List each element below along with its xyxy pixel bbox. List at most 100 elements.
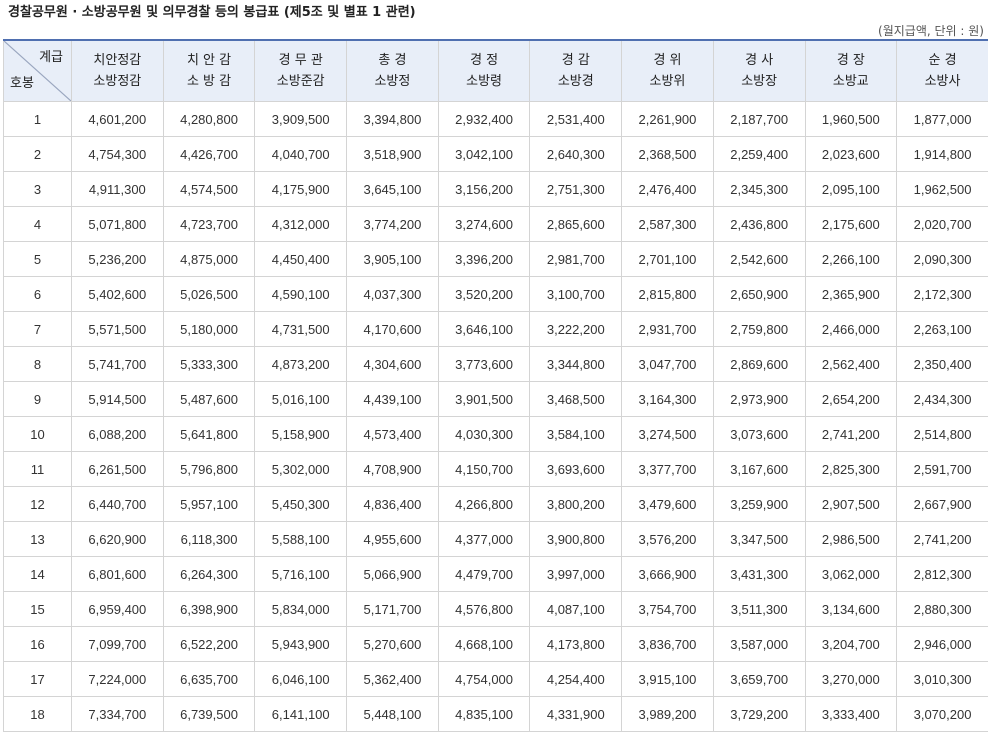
salary-cell: 2,436,800 xyxy=(712,206,806,242)
salary-cell: 4,175,900 xyxy=(254,171,348,207)
salary-cell: 5,171,700 xyxy=(346,591,439,627)
salary-cell: 3,100,700 xyxy=(529,276,623,312)
salary-cell: 3,836,700 xyxy=(621,626,714,662)
salary-cell: 7,334,700 xyxy=(71,696,164,732)
salary-cell: 3,909,500 xyxy=(254,101,348,137)
salary-cell: 5,741,700 xyxy=(71,346,164,382)
salary-cell: 2,020,700 xyxy=(896,206,988,242)
step-cell: 16 xyxy=(3,626,72,662)
salary-cell: 6,801,600 xyxy=(71,556,164,592)
salary-cell: 3,070,200 xyxy=(896,696,988,732)
salary-cell: 5,450,300 xyxy=(254,486,348,522)
salary-cell: 3,222,200 xyxy=(529,311,623,347)
salary-cell: 3,062,000 xyxy=(804,556,898,592)
salary-cell: 5,302,000 xyxy=(254,451,348,487)
salary-cell: 3,156,200 xyxy=(437,171,531,207)
salary-cell: 3,396,200 xyxy=(437,241,531,277)
salary-cell: 2,591,700 xyxy=(896,451,988,487)
step-cell: 11 xyxy=(3,451,72,487)
table-row: 1 4,601,200 4,280,800 3,909,500 3,394,800 2,9… xyxy=(3,101,988,137)
step-cell: 8 xyxy=(3,346,72,382)
salary-cell: 3,989,200 xyxy=(621,696,714,732)
salary-cell: 4,731,500 xyxy=(254,311,348,347)
salary-cell: 3,010,300 xyxy=(896,661,988,697)
salary-cell: 7,224,000 xyxy=(71,661,164,697)
salary-cell: 3,774,200 xyxy=(346,206,439,242)
salary-cell: 2,261,900 xyxy=(621,101,714,137)
fire-rank-label: 소 방 감 xyxy=(186,74,232,89)
table-row: 6 5,402,600 5,026,500 4,590,100 4,037,300 3,5… xyxy=(3,276,988,312)
fire-rank-label: 소방준감 xyxy=(276,74,325,89)
table-row: 2 4,754,300 4,426,700 4,040,700 3,518,900 3,0… xyxy=(3,136,988,172)
salary-cell: 5,270,600 xyxy=(346,626,439,662)
salary-cell: 4,873,200 xyxy=(254,346,348,382)
salary-cell: 2,514,800 xyxy=(896,416,988,452)
salary-cell: 2,368,500 xyxy=(621,136,714,172)
salary-cell: 3,666,900 xyxy=(621,556,714,592)
salary-cell: 5,914,500 xyxy=(71,381,164,417)
table-row: 7 5,571,500 5,180,000 4,731,500 4,170,600 3,6… xyxy=(3,311,988,347)
salary-cell: 6,959,400 xyxy=(71,591,164,627)
salary-cell: 5,588,100 xyxy=(254,521,348,557)
salary-cell: 2,259,400 xyxy=(712,136,806,172)
salary-cell: 5,957,100 xyxy=(162,486,256,522)
salary-cell: 6,739,500 xyxy=(162,696,256,732)
salary-cell: 3,901,500 xyxy=(437,381,531,417)
fire-rank-label: 소방장 xyxy=(741,74,778,89)
fire-rank-label: 소방경 xyxy=(557,74,594,89)
salary-cell: 5,834,000 xyxy=(254,591,348,627)
salary-cell: 4,574,500 xyxy=(162,171,256,207)
salary-cell: 5,180,000 xyxy=(162,311,256,347)
salary-cell: 2,587,300 xyxy=(621,206,714,242)
table-row: 15 6,959,400 6,398,900 5,834,000 5,171,700 4,… xyxy=(3,591,988,627)
salary-cell: 4,377,000 xyxy=(437,521,531,557)
salary-cell: 5,066,900 xyxy=(346,556,439,592)
salary-cell: 3,693,600 xyxy=(529,451,623,487)
table-row: 12 6,440,700 5,957,100 5,450,300 4,836,400 4,… xyxy=(3,486,988,522)
step-cell: 18 xyxy=(3,696,72,732)
table-row: 3 4,911,300 4,574,500 4,175,900 3,645,100 3,1… xyxy=(3,171,988,207)
salary-cell: 2,172,300 xyxy=(896,276,988,312)
salary-cell: 3,274,600 xyxy=(437,206,531,242)
salary-cell: 2,880,300 xyxy=(896,591,988,627)
corner-step-label: 호봉 xyxy=(10,76,34,91)
table-row: 14 6,801,600 6,264,300 5,716,100 5,066,900 4,… xyxy=(3,556,988,592)
salary-cell: 3,042,100 xyxy=(437,136,531,172)
police-rank-label: 순 경 xyxy=(928,53,957,68)
salary-cell: 2,667,900 xyxy=(896,486,988,522)
salary-cell: 3,754,700 xyxy=(621,591,714,627)
police-rank-label: 경 감 xyxy=(561,53,590,68)
step-cell: 14 xyxy=(3,556,72,592)
salary-cell: 7,099,700 xyxy=(71,626,164,662)
step-cell: 10 xyxy=(3,416,72,452)
salary-cell: 3,511,300 xyxy=(712,591,806,627)
salary-cell: 2,175,600 xyxy=(804,206,898,242)
step-cell: 7 xyxy=(3,311,72,347)
police-rank-label: 치 안 감 xyxy=(186,53,232,68)
salary-cell: 4,955,600 xyxy=(346,521,439,557)
salary-cell: 4,037,300 xyxy=(346,276,439,312)
grade-header-cell: 경 장 소방교 xyxy=(804,39,898,102)
salary-cell: 3,394,800 xyxy=(346,101,439,137)
salary-cell: 2,741,200 xyxy=(804,416,898,452)
salary-cell: 5,158,900 xyxy=(254,416,348,452)
salary-cell: 4,426,700 xyxy=(162,136,256,172)
salary-cell: 3,773,600 xyxy=(437,346,531,382)
salary-cell: 2,815,800 xyxy=(621,276,714,312)
salary-cell: 4,723,700 xyxy=(162,206,256,242)
police-rank-label: 경 위 xyxy=(653,53,682,68)
salary-cell: 5,016,100 xyxy=(254,381,348,417)
salary-cell: 2,090,300 xyxy=(896,241,988,277)
salary-cell: 4,173,800 xyxy=(529,626,623,662)
salary-cell: 4,170,600 xyxy=(346,311,439,347)
salary-cell: 6,635,700 xyxy=(162,661,256,697)
salary-cell: 5,448,100 xyxy=(346,696,439,732)
unit-note: (월지급액, 단위 : 원) xyxy=(878,24,984,38)
salary-cell: 4,835,100 xyxy=(437,696,531,732)
police-rank-label: 치안정감 xyxy=(93,53,142,68)
police-rank-label: 경 무 관 xyxy=(278,53,323,68)
